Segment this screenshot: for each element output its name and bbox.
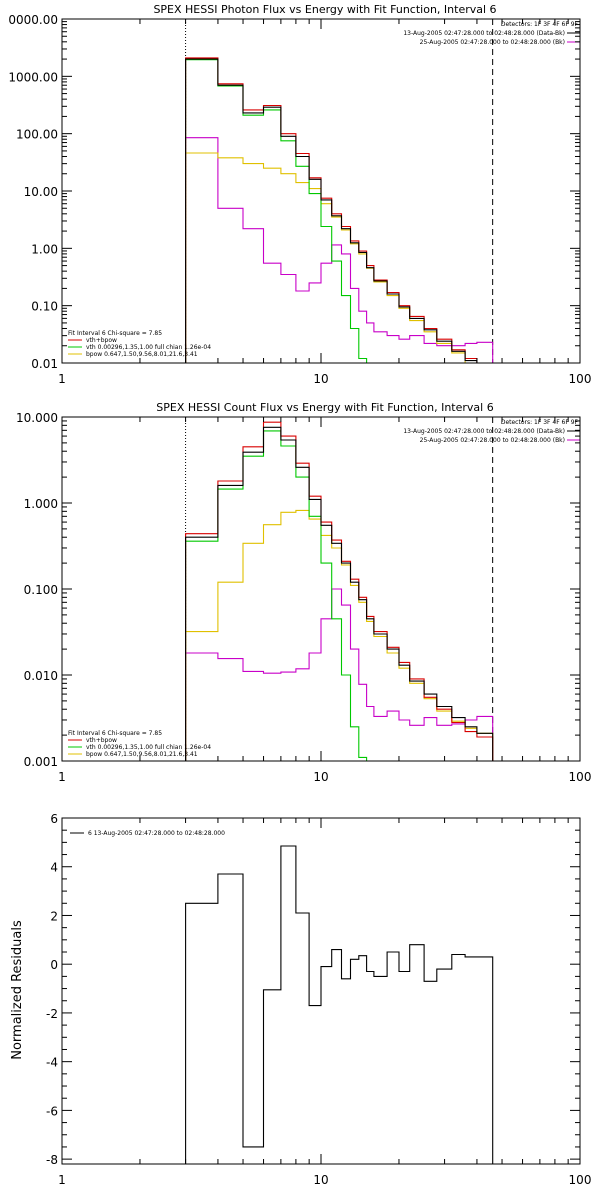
photon-legend-vth: vth 0.00296,1.35,1.00 full chian 1.26e-0…	[86, 344, 211, 351]
photon-legend: Fit Interval 6 Chi-square = 7.85 vth+bpo…	[68, 330, 211, 358]
photon-series-bpow	[185, 152, 478, 363]
photon-x-tick-label: 10	[313, 372, 328, 386]
residuals-legend: 6 13-Aug-2005 02:47:28.000 to 02:48:28.0…	[70, 830, 225, 837]
photon-y-tick-label: 0000.00	[8, 13, 58, 27]
photon-series-group	[185, 57, 494, 363]
resid-y-tick-label: -2	[46, 1007, 58, 1021]
photon-series-total	[185, 58, 478, 363]
count-series-data	[185, 421, 494, 761]
photon-y-tick-label: 0.10	[31, 300, 58, 314]
photon-y-tick-label: 1000.00	[8, 70, 58, 84]
photon-y-tick-label: 0.01	[31, 357, 58, 371]
resid-y-tick-label: -8	[46, 1153, 58, 1167]
count-x-tick-label: 1	[58, 770, 66, 784]
resid-y-tick-label: 6	[50, 812, 58, 826]
photon-legend-fit: Fit Interval 6 Chi-square = 7.85	[68, 330, 162, 337]
residuals-legend-label: 6 13-Aug-2005 02:47:28.000 to 02:48:28.0…	[88, 830, 225, 837]
photon-legend-total: vth+bpow	[86, 337, 117, 344]
count-series-group	[185, 421, 494, 761]
count-legend-bpow: bpow 0.647,1.50,9.56,8.01,21.6,3.41	[86, 751, 198, 758]
count-flux-panel: SPEX HESSI Count Flux vs Energy with Fit…	[16, 401, 591, 784]
photon-panel-header: Detectors: 1F 3F 4F 6F 9F 13-Aug-2005 02…	[403, 21, 580, 46]
count-legend-fit: Fit Interval 6 Chi-square = 7.85	[68, 730, 162, 737]
count-y-tick-label: 0.010	[24, 669, 58, 683]
photon-series-vth	[185, 59, 368, 363]
count-x-tick-label: 10	[313, 770, 328, 784]
photon-legend-bpow: bpow 0.647,1.50,9.56,8.01,21.6,3.41	[86, 351, 198, 358]
photon-x-tick-label: 1	[58, 372, 66, 386]
photon-x-tick-label: 100	[569, 372, 592, 386]
count-series-total	[185, 426, 494, 761]
resid-series-group	[185, 845, 494, 1164]
photon-detectors-label: Detectors: 1F 3F 4F 6F 9F	[501, 21, 579, 28]
count-x-tick-label: 100	[569, 770, 592, 784]
count-y-tick-label: 1.000	[24, 497, 58, 511]
count-detectors-label: Detectors: 1F 3F 4F 6F 9F	[501, 419, 579, 426]
photon-flux-panel: SPEX HESSI Photon Flux vs Energy with Fi…	[8, 3, 592, 386]
count-series-bk	[185, 588, 494, 761]
resid-x-tick-label: 10	[313, 1173, 328, 1187]
resid-series-total	[185, 845, 494, 1164]
resid-y-tick-label: -4	[46, 1056, 58, 1070]
count-legend-total: vth+bpow	[86, 737, 117, 744]
count-legend-vth: vth 0.00296,1.35,1.00 full chian 1.26e-0…	[86, 744, 211, 751]
photon-interval-data-label: 13-Aug-2005 02:47:28.000 to 02:48:28.000…	[403, 30, 565, 37]
resid-y-tick-label: 4	[50, 861, 58, 875]
resid-x-tick-label: 1	[58, 1173, 66, 1187]
resid-x-tick-label: 100	[569, 1173, 592, 1187]
resid-y-tick-label: -6	[46, 1104, 58, 1118]
photon-y-tick-label: 10.00	[24, 185, 58, 199]
count-y-tick-label: 10.000	[16, 411, 58, 425]
residuals-panel: Normalized Residuals 6 13-Aug-2005 02:47…	[10, 812, 591, 1187]
count-interval-data-label: 13-Aug-2005 02:47:28.000 to 02:48:28.000…	[403, 428, 565, 435]
resid-y-tick-label: 2	[50, 909, 58, 923]
residuals-ylabel: Normalized Residuals	[10, 920, 25, 1060]
photon-y-tick-label: 100.00	[16, 128, 58, 142]
count-y-tick-label: 0.100	[24, 583, 58, 597]
count-legend: Fit Interval 6 Chi-square = 7.85 vth+bpo…	[68, 730, 211, 758]
photon-y-tick-label: 1.00	[31, 242, 58, 256]
count-panel-header: Detectors: 1F 3F 4F 6F 9F 13-Aug-2005 02…	[403, 419, 580, 444]
count-plot-frame	[61, 416, 581, 762]
photon-panel-title: SPEX HESSI Photon Flux vs Energy with Fi…	[153, 3, 496, 16]
count-series-bpow	[185, 509, 494, 761]
resid-y-tick-label: 0	[50, 958, 58, 972]
count-panel-title: SPEX HESSI Count Flux vs Energy with Fit…	[156, 401, 493, 414]
photon-series-bk	[185, 137, 494, 363]
count-y-tick-label: 0.001	[24, 755, 58, 769]
